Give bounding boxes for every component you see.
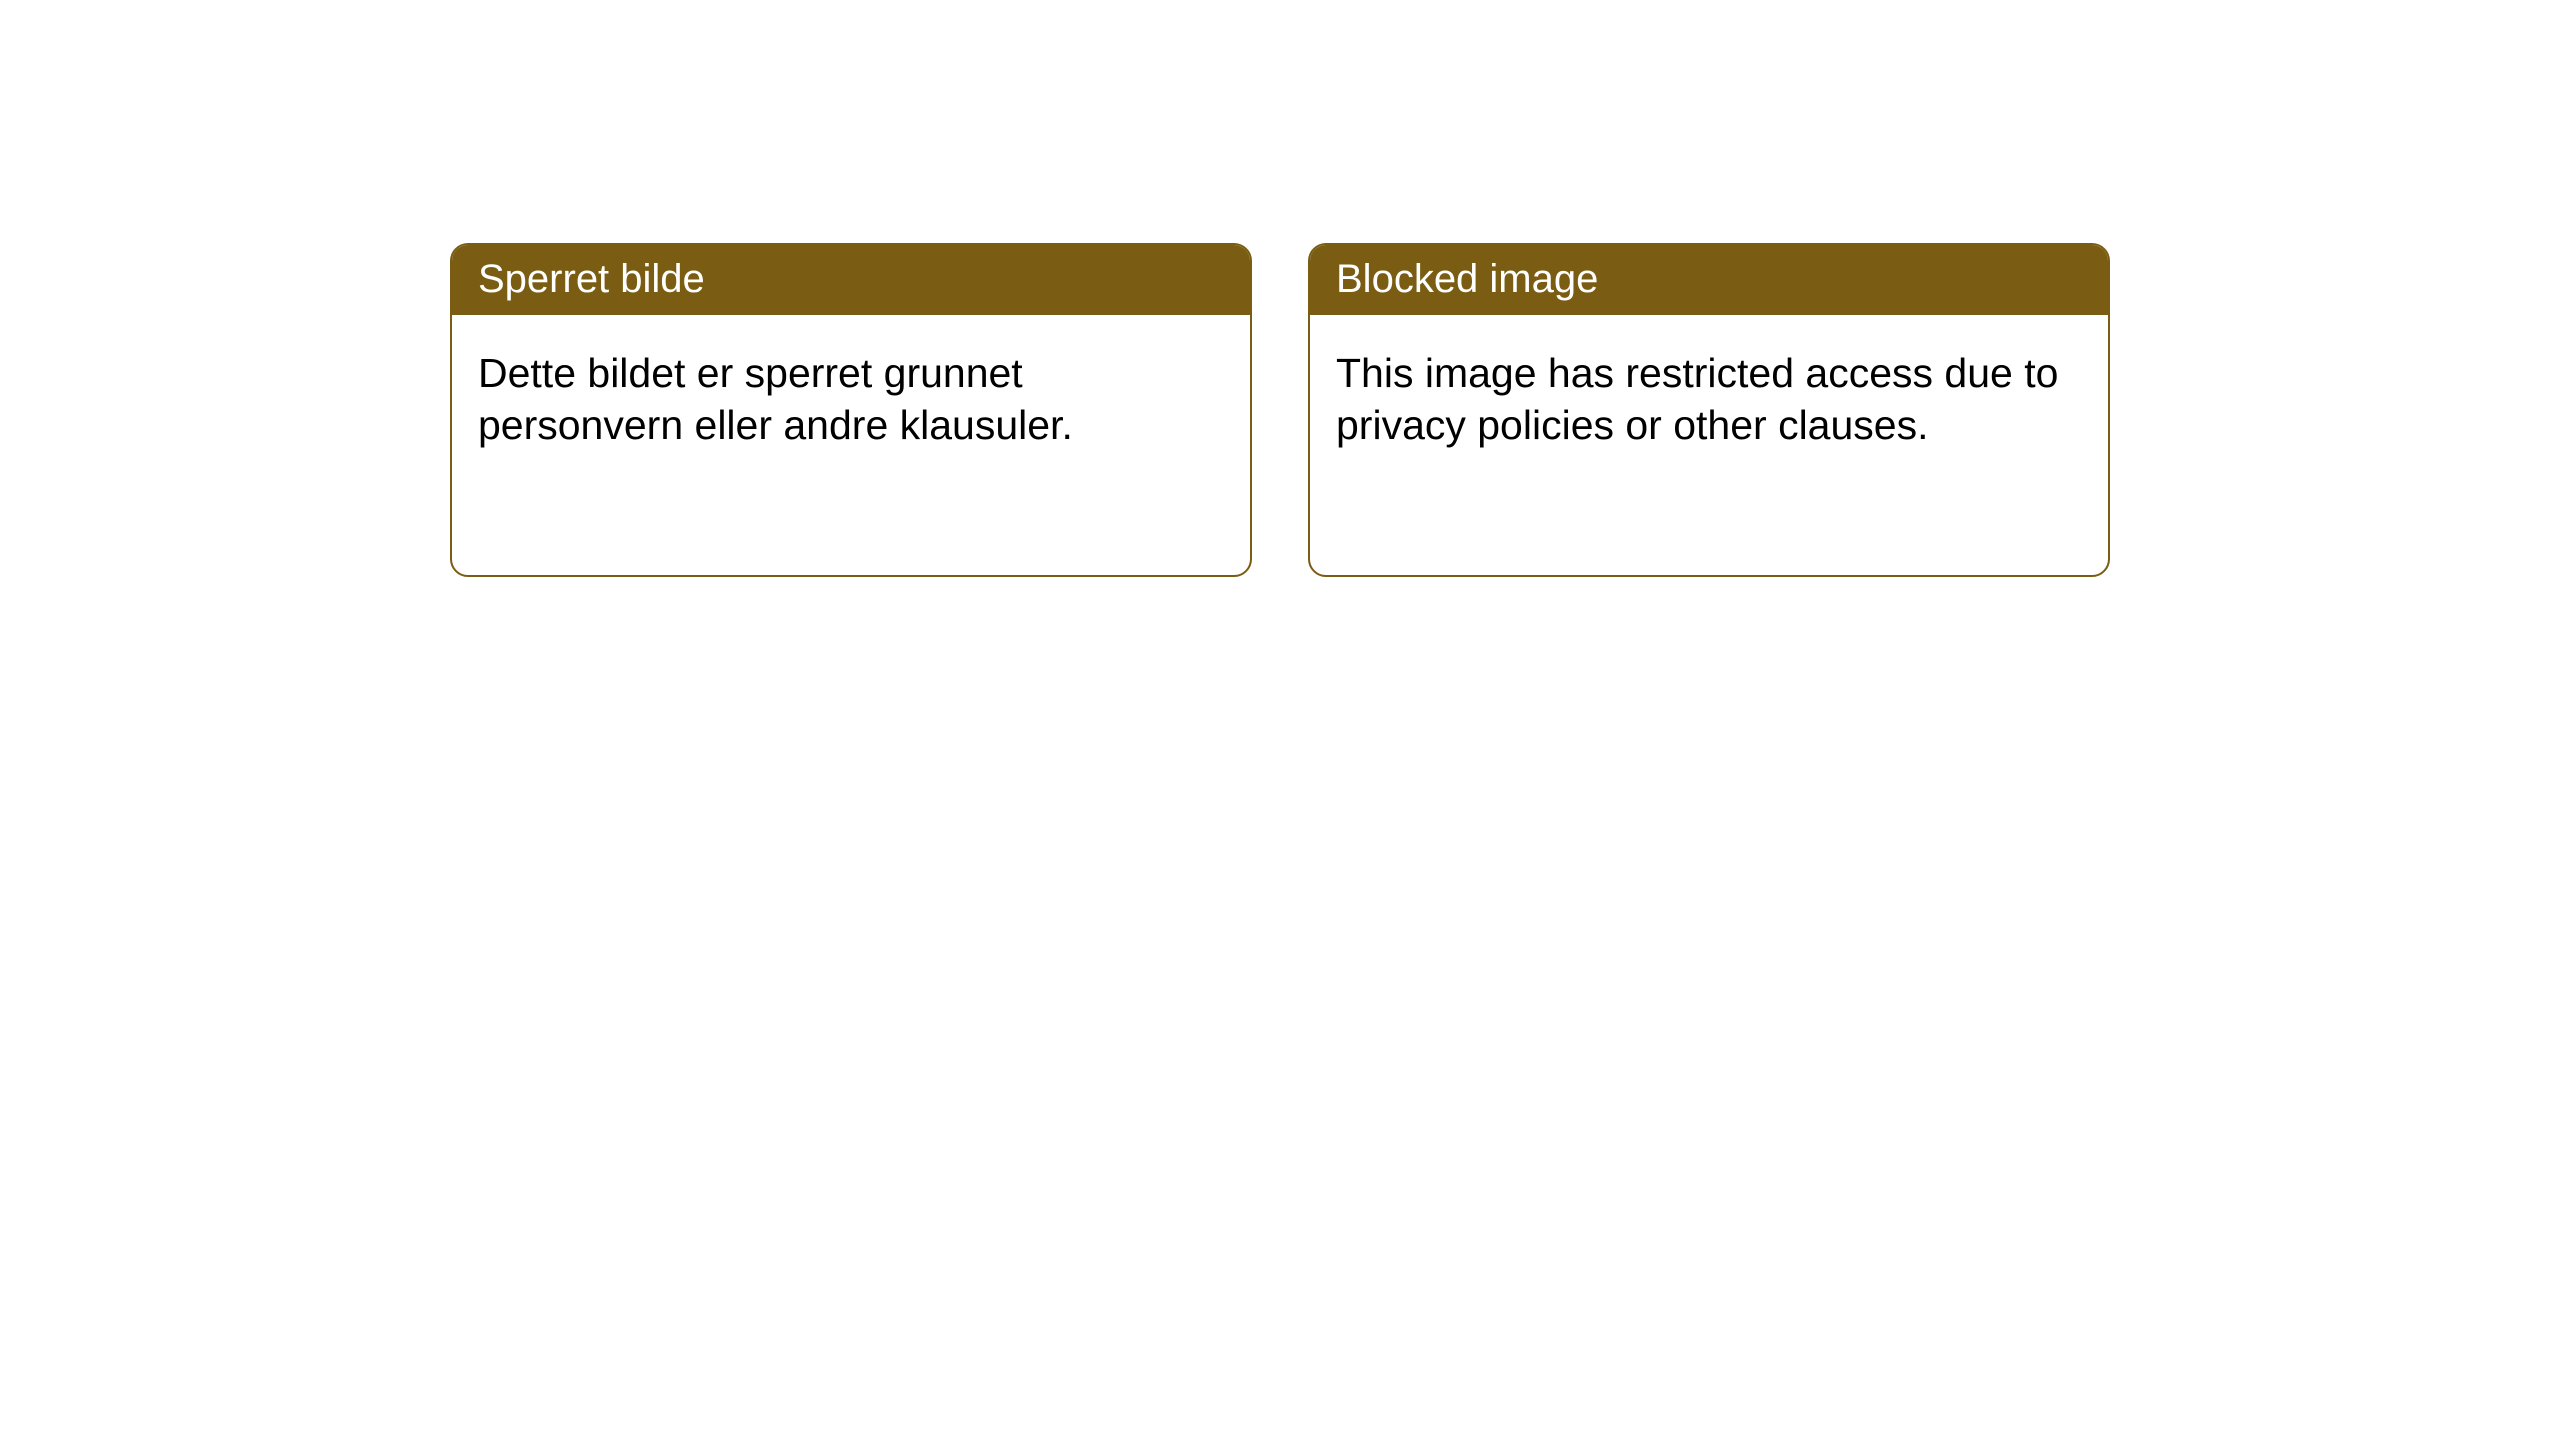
notice-cards-container: Sperret bilde Dette bildet er sperret gr… <box>0 0 2560 577</box>
card-header: Sperret bilde <box>452 245 1250 315</box>
notice-card-english: Blocked image This image has restricted … <box>1308 243 2110 577</box>
notice-card-norwegian: Sperret bilde Dette bildet er sperret gr… <box>450 243 1252 577</box>
card-body: This image has restricted access due to … <box>1310 315 2108 484</box>
card-header: Blocked image <box>1310 245 2108 315</box>
card-body: Dette bildet er sperret grunnet personve… <box>452 315 1250 484</box>
